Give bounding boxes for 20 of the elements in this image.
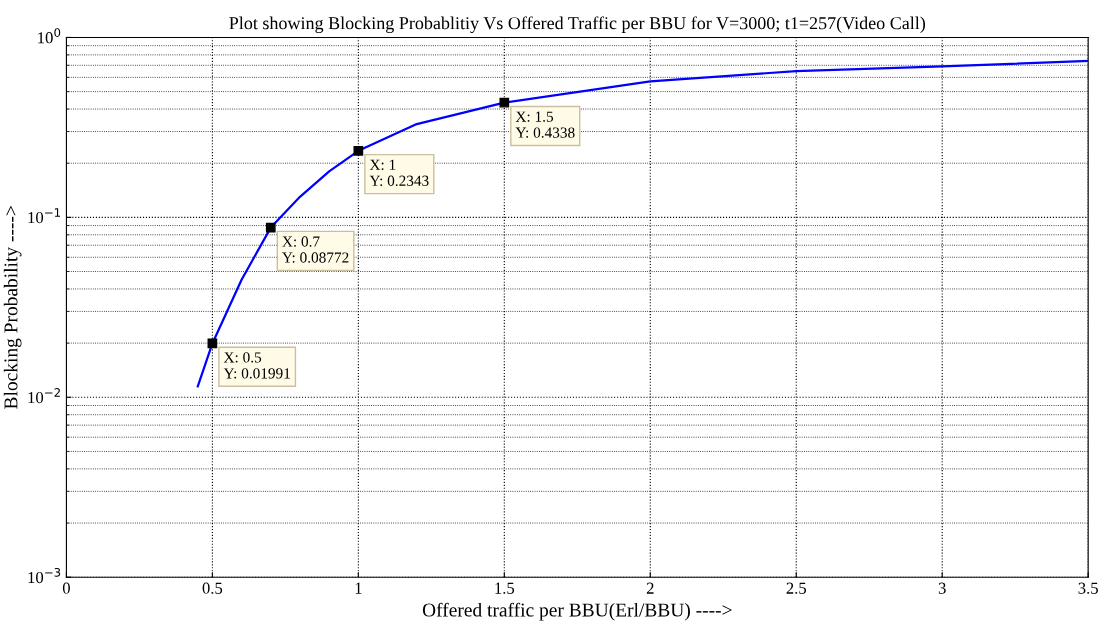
annotation: X: 0.5 Y: 0.01991 bbox=[223, 352, 290, 379]
x-tick-label: 3.5 bbox=[1078, 582, 1098, 594]
x-axis-title: Offered traffic per BBU(Erl/BBU) ----> bbox=[422, 602, 732, 621]
annotation: X: 1.5 Y: 0.4338 bbox=[515, 111, 575, 138]
x-tick-label: 0.5 bbox=[202, 582, 223, 594]
x-tick-label: 3 bbox=[938, 582, 946, 594]
annotation: X: 1 Y: 0.2343 bbox=[369, 159, 429, 186]
y-tick-label: 10$^{0}$ bbox=[38, 28, 61, 44]
line-series bbox=[196, 59, 1089, 388]
x-tick-label: 0 bbox=[62, 582, 70, 594]
x-tick-label: 2.5 bbox=[786, 582, 807, 594]
annotation: X: 0.7 Y: 0.08772 bbox=[282, 236, 349, 263]
x-tick-label: 1.5 bbox=[495, 582, 515, 594]
x-tick-label: 1 bbox=[355, 582, 362, 594]
x-tick-label: 2 bbox=[646, 582, 654, 594]
y-tick-label: 10$^{−1}$ bbox=[28, 208, 61, 224]
y-axis-title: Blocking Probability ----> bbox=[3, 206, 22, 409]
y-tick-label: 10$^{−2}$ bbox=[28, 388, 60, 404]
chart-title: Plot showing Blocking Probablitiy Vs Offered Traffic per BBU for V=3000; t1=257(Video Call) bbox=[229, 16, 926, 33]
y-tick-label: 10$^{−3}$ bbox=[28, 567, 61, 584]
